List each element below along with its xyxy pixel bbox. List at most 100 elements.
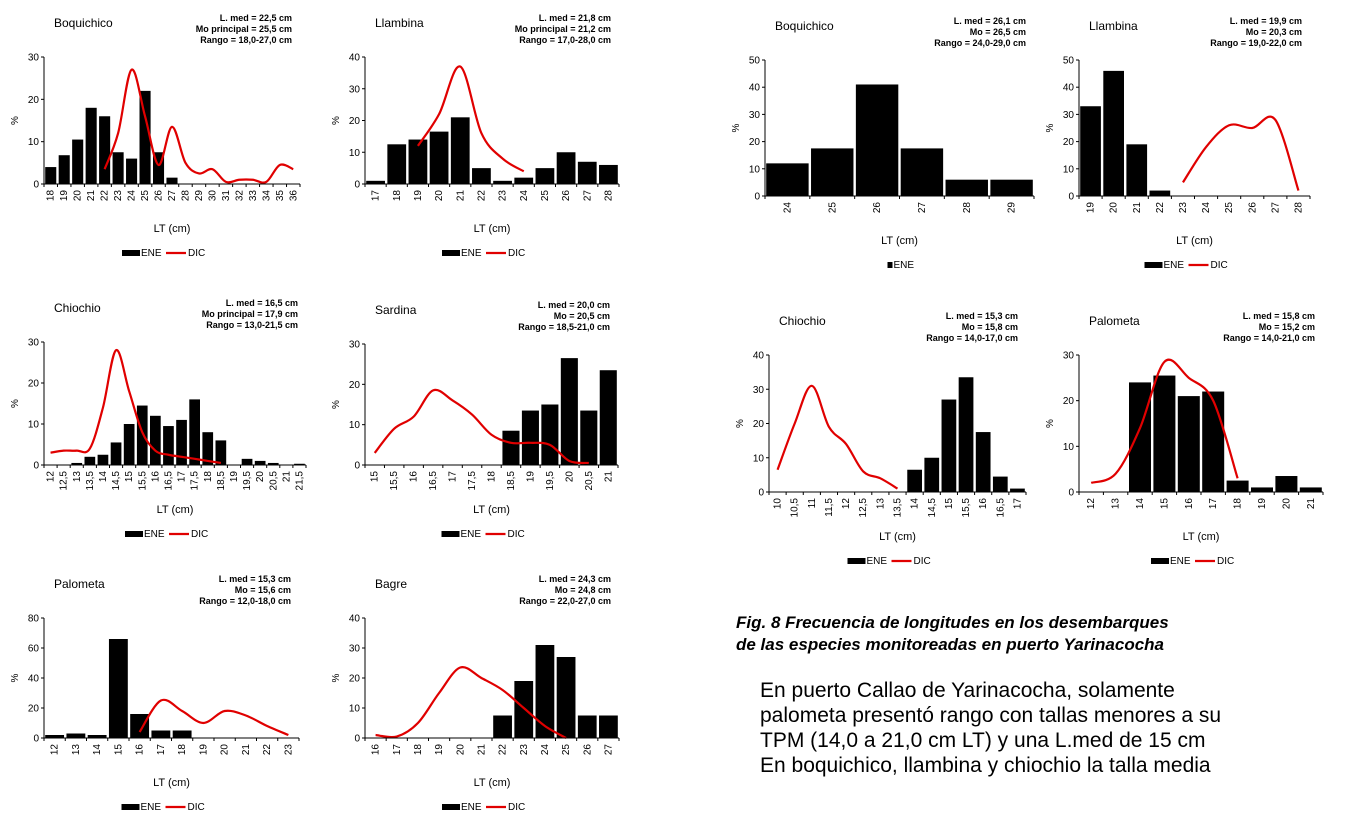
x-tick-label: 21 [603, 471, 614, 483]
chart-title: Palometa [1089, 314, 1140, 328]
x-tick-label: 18 [487, 471, 498, 483]
chart-stat-label: Mo = 20,3 cm [1246, 27, 1302, 37]
y-tick-label: 20 [28, 95, 40, 106]
y-axis-label: % [10, 673, 21, 682]
x-axis-label: LT (cm) [473, 504, 510, 516]
x-tick-label: 27 [167, 190, 178, 202]
x-tick-label: 18 [1233, 498, 1244, 510]
x-tick-label: 17 [156, 744, 167, 756]
legend-label-dic: DIC [188, 248, 205, 259]
x-tick-label: 16 [409, 471, 420, 483]
bar-ene [45, 167, 57, 184]
bar-ene [577, 715, 597, 738]
y-tick-label: 20 [28, 704, 40, 715]
x-axis-label: LT (cm) [1183, 531, 1220, 543]
x-axis-label: LT (cm) [881, 235, 918, 247]
chart-stat-label: Mo = 26,5 cm [970, 27, 1026, 37]
x-tick-label: 14,5 [111, 471, 122, 491]
y-tick-label: 30 [749, 110, 761, 121]
y-tick-label: 20 [349, 380, 361, 391]
y-tick-label: 0 [354, 734, 360, 745]
legend-label-dic: DIC [1217, 556, 1234, 567]
bar-ene [811, 148, 854, 196]
bar-ene [855, 84, 899, 196]
x-tick-label: 15,5 [389, 471, 400, 491]
y-tick-label: 0 [354, 180, 360, 191]
x-tick-label: 20 [1281, 498, 1292, 510]
body-paragraph: En puerto Callao de Yarinacocha, solamen… [760, 678, 1348, 778]
x-axis-label: LT (cm) [157, 504, 194, 516]
x-tick-label: 28 [180, 190, 191, 202]
y-tick-label: 20 [28, 379, 40, 390]
chart-stat-label: Rango = 18,5-21,0 cm [518, 322, 610, 332]
line-dic [1182, 115, 1300, 191]
x-tick-label: 20 [220, 744, 231, 756]
bar-ene [202, 432, 214, 465]
chart-title: Bagre [375, 577, 407, 591]
x-tick-label: 22 [100, 190, 111, 202]
x-tick-label: 19 [1086, 202, 1097, 214]
line-dic [1090, 358, 1239, 484]
legend-label-ene: ENE [461, 802, 482, 813]
x-tick-label: 30 [207, 190, 218, 202]
legend-label-dic: DIC [188, 802, 205, 813]
x-tick-label: 26 [1247, 202, 1258, 214]
line-dic [776, 384, 899, 490]
chart-llambina-left: Llambina L. med = 21,8 cm Mo principal = 2… [331, 4, 630, 290]
chart-stat-label: Mo principal = 21,2 cm [515, 24, 611, 34]
bar-ene [1153, 375, 1176, 492]
chart-title: Llambina [375, 16, 424, 30]
x-tick-label: 16,5 [428, 471, 439, 491]
y-tick-label: 30 [753, 385, 765, 396]
y-tick-label: 30 [349, 644, 361, 655]
bar-ene [450, 117, 470, 184]
x-tick-label: 13,5 [893, 498, 904, 518]
x-tick-label: 21 [1306, 498, 1317, 510]
bar-ene [85, 107, 97, 184]
legend-swatch-ene [887, 262, 893, 268]
x-tick-label: 19,5 [242, 471, 253, 491]
paragraph-line-4: En boquichico, llambina y chiochio la ta… [760, 754, 1211, 777]
bar-ene [990, 179, 1033, 196]
x-tick-label: 27 [1270, 202, 1281, 214]
x-tick-label: 21 [86, 190, 97, 202]
y-tick-label: 60 [28, 644, 40, 655]
y-axis-label: % [735, 419, 746, 428]
x-axis-label: LT (cm) [1176, 235, 1213, 247]
x-tick-label: 19 [1257, 498, 1268, 510]
x-tick-label: 25 [827, 202, 838, 214]
y-tick-label: 50 [1063, 56, 1075, 67]
y-tick-label: 30 [349, 340, 361, 351]
x-tick-label: 20 [434, 190, 445, 202]
chart-chiochio-right: Chiochio L. med = 15,3 cm Mo = 15,8 cm Rang… [718, 306, 1044, 576]
y-axis-label: % [1045, 419, 1056, 428]
x-tick-label: 13,5 [85, 471, 96, 491]
y-tick-label: 0 [754, 192, 760, 203]
chart-stat-label: L. med = 26,1 cm [954, 16, 1026, 26]
bar-ene [514, 681, 534, 738]
x-tick-label: 15 [1159, 498, 1170, 510]
chart-palometa-left: Palometa L. med = 15,3 cm Mo = 15,6 cm Rang… [0, 568, 318, 814]
x-tick-label: 26 [582, 744, 593, 756]
chart-title: Sardina [375, 303, 417, 317]
x-tick-label: 26 [154, 190, 165, 202]
x-tick-label: 18,5 [506, 471, 517, 491]
bar-ene [941, 399, 957, 492]
bar-ene [58, 155, 70, 184]
x-tick-label: 10 [773, 498, 784, 510]
x-tick-label: 28 [603, 190, 614, 202]
x-tick-label: 29 [194, 190, 205, 202]
bar-ene [1226, 480, 1249, 492]
x-tick-label: 16 [371, 744, 382, 756]
x-tick-label: 32 [234, 190, 245, 202]
x-tick-label: 23 [283, 744, 294, 756]
x-tick-label: 25 [561, 744, 572, 756]
y-tick-label: 10 [28, 137, 40, 148]
y-tick-label: 10 [1063, 442, 1075, 453]
x-tick-label: 25 [540, 190, 551, 202]
y-axis-label: % [1045, 123, 1056, 132]
y-tick-label: 40 [749, 83, 761, 94]
